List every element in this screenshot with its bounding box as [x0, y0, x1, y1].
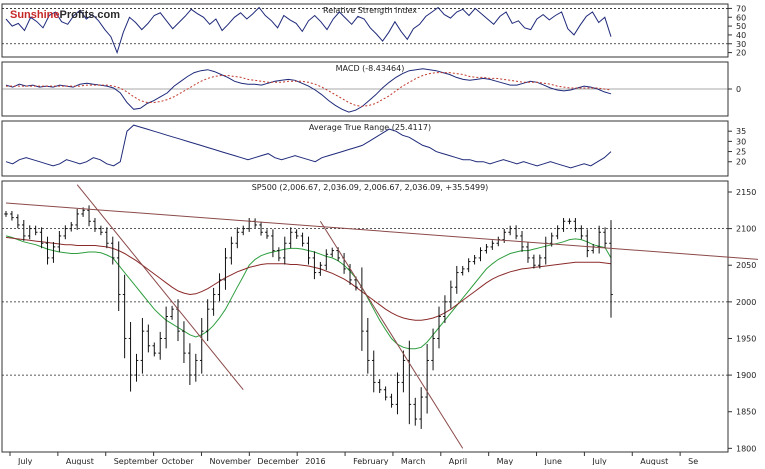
y-tick-label: 30: [736, 40, 746, 49]
y-tick-label: 50: [736, 22, 746, 31]
y-tick-label: 25: [736, 148, 746, 157]
x-tick-label: September: [114, 457, 159, 465]
panel-title: Relative Strength Index: [323, 6, 417, 15]
x-tick-label: July: [591, 457, 607, 465]
x-tick-label: July: [17, 457, 33, 465]
panel-title: SP500 (2,006.67, 2,036.09, 2,006.67, 2,0…: [252, 183, 489, 192]
x-tick-label: December: [257, 457, 299, 465]
x-tick-label: March: [401, 457, 425, 465]
y-tick-label: 1950: [736, 334, 756, 343]
x-tick-label: 2016: [305, 457, 325, 465]
x-tick-label: November: [209, 457, 251, 465]
series-line-0: [5, 68, 612, 113]
y-tick-label: 20: [736, 158, 746, 167]
x-tick-label: May: [497, 457, 514, 465]
y-tick-label: 1800: [736, 444, 756, 453]
y-tick-label: 60: [736, 13, 746, 22]
logo-part-2: Profits.com: [59, 9, 121, 21]
y-tick-label: 20: [736, 49, 746, 58]
y-tick-label: 0: [736, 85, 741, 94]
resistance-trendline: [5, 202, 759, 260]
x-tick-label: June: [544, 457, 563, 465]
y-tick-label: 1850: [736, 408, 756, 417]
falling-trendline-2: [319, 221, 464, 449]
panel-3: 1800 1850 1900 1950 2000 2050 2100 2150 SP500 (2…: [1, 180, 759, 466]
y-tick-label: 2150: [736, 188, 756, 197]
panel-title: MACD (-8.43464): [336, 64, 405, 73]
panel-frame: [1, 3, 729, 58]
panel-title: Average True Range (25.4117): [309, 123, 431, 132]
x-tick-label: Se: [688, 457, 698, 465]
x-tick-label: October: [162, 457, 195, 465]
y-tick-label: 35: [736, 127, 746, 136]
series-line-0: [5, 6, 612, 55]
series-line-0: [5, 124, 612, 169]
y-tick-label: 2000: [736, 298, 756, 307]
panel-1: 0 MACD (-8.43464): [1, 61, 741, 117]
y-tick-label: 30: [736, 137, 746, 146]
y-tick-label: 70: [736, 4, 746, 13]
sunshine-profits-logo: SunshineProfits.com: [10, 9, 120, 21]
falling-trendline-1: [76, 184, 244, 391]
x-tick-label: April: [449, 457, 467, 465]
y-tick-label: 2100: [736, 225, 756, 234]
x-tick-label: February: [353, 457, 389, 465]
series-line-1: [6, 72, 612, 107]
y-tick-label: 2050: [736, 261, 756, 270]
y-tick-label: 1900: [736, 371, 756, 380]
x-tick-label: August: [66, 457, 94, 465]
x-tick-label: August: [640, 457, 668, 465]
y-tick-label: 40: [736, 31, 746, 40]
logo-part-1: Sunshine: [10, 9, 60, 21]
panel-frame: [1, 180, 729, 453]
